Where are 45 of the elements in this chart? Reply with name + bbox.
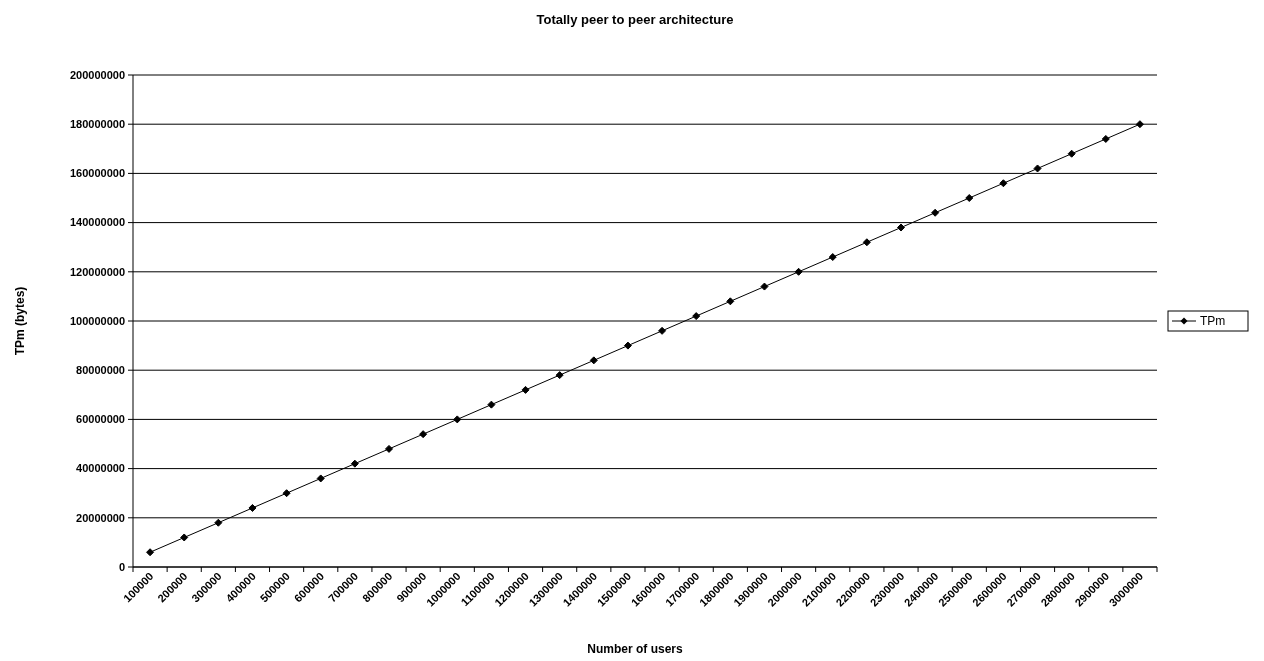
point (828, 253, 837, 262)
point (180, 533, 189, 542)
y-tick-label: 20000000 (76, 511, 125, 524)
point (623, 341, 632, 350)
point (999, 179, 1008, 188)
y-tick-label: 40000000 (76, 462, 125, 475)
point (692, 312, 701, 321)
point (419, 430, 428, 439)
y-tick-label: 120000000 (69, 265, 125, 278)
y-tick-label: 0 (118, 560, 125, 573)
point (316, 474, 325, 483)
point (385, 444, 393, 453)
point (146, 548, 155, 557)
point (658, 326, 667, 335)
y-tick-label: 200000000 (69, 68, 125, 81)
point (1033, 164, 1042, 173)
point (897, 223, 905, 232)
point (862, 238, 871, 247)
point (521, 385, 530, 394)
point (965, 194, 974, 202)
point (726, 297, 735, 306)
y-tick-label: 100000000 (69, 314, 125, 327)
y-tick-label: 80000000 (76, 364, 125, 377)
point (1067, 149, 1076, 158)
chart-title: Totally peer to peer architecture (536, 12, 734, 27)
point (248, 503, 257, 512)
point (931, 208, 940, 217)
point (487, 400, 496, 409)
legend-label: TPm (1200, 314, 1226, 329)
point (1135, 120, 1144, 129)
point (453, 415, 462, 424)
point (760, 282, 769, 291)
point (1101, 134, 1110, 143)
point (214, 518, 223, 527)
point (555, 371, 564, 380)
y-axis-title: TPm (bytes) (13, 286, 27, 356)
x-axis-title: Number of users (587, 642, 683, 656)
y-tick-label: 160000000 (69, 167, 125, 180)
y-tick-label: 140000000 (69, 216, 125, 229)
point (282, 489, 291, 498)
y-tick-label: 180000000 (69, 118, 125, 131)
point (350, 459, 359, 468)
point (589, 356, 598, 365)
point (794, 267, 803, 276)
y-tick-label: 60000000 (76, 413, 125, 426)
